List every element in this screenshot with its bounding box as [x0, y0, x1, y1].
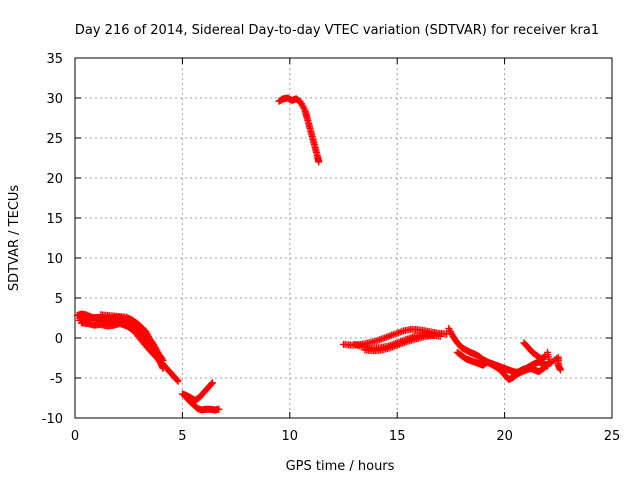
data-point — [173, 376, 181, 384]
data-point — [556, 366, 564, 374]
y-tick-label: 30 — [46, 92, 63, 107]
data-point — [436, 332, 444, 340]
x-tick-label: 0 — [71, 429, 79, 444]
x-tick-label: 5 — [178, 429, 186, 444]
data-point — [159, 356, 167, 364]
data-point — [174, 377, 182, 385]
x-tick-label: 10 — [282, 429, 299, 444]
x-tick-label: 25 — [604, 429, 621, 444]
y-tick-label: -5 — [50, 372, 63, 387]
grid-lines — [75, 58, 612, 418]
data-point — [300, 104, 308, 112]
x-tick-label: 15 — [389, 429, 406, 444]
data-point — [208, 380, 216, 388]
data-points — [73, 94, 564, 414]
y-tick-label: -10 — [42, 412, 63, 427]
x-tick-label: 20 — [496, 429, 513, 444]
data-point — [158, 355, 166, 363]
plot-frame — [74, 57, 613, 419]
tick-labels: 0 5 10 15 20 25 -10 -5 0 5 10 15 20 25 30 35 — [42, 52, 621, 444]
y-tick-label: 15 — [46, 212, 63, 227]
x-axis-label: GPS time / hours — [286, 459, 395, 474]
data-point — [443, 330, 451, 338]
axis-ticks — [74, 57, 613, 419]
data-point — [315, 158, 323, 166]
chart-title: Day 216 of 2014, Sidereal Day-to-day VTE… — [75, 23, 599, 38]
y-tick-label: 10 — [46, 252, 63, 267]
data-point — [215, 405, 223, 413]
y-tick-label: 5 — [55, 292, 63, 307]
y-axis-label: SDTVAR / TECUs — [7, 185, 22, 292]
y-tick-label: 20 — [46, 172, 63, 187]
data-point — [208, 379, 216, 387]
y-tick-label: 25 — [46, 132, 63, 147]
y-tick-label: 35 — [46, 52, 63, 67]
y-tick-label: 0 — [55, 332, 63, 347]
data-point — [430, 332, 438, 340]
